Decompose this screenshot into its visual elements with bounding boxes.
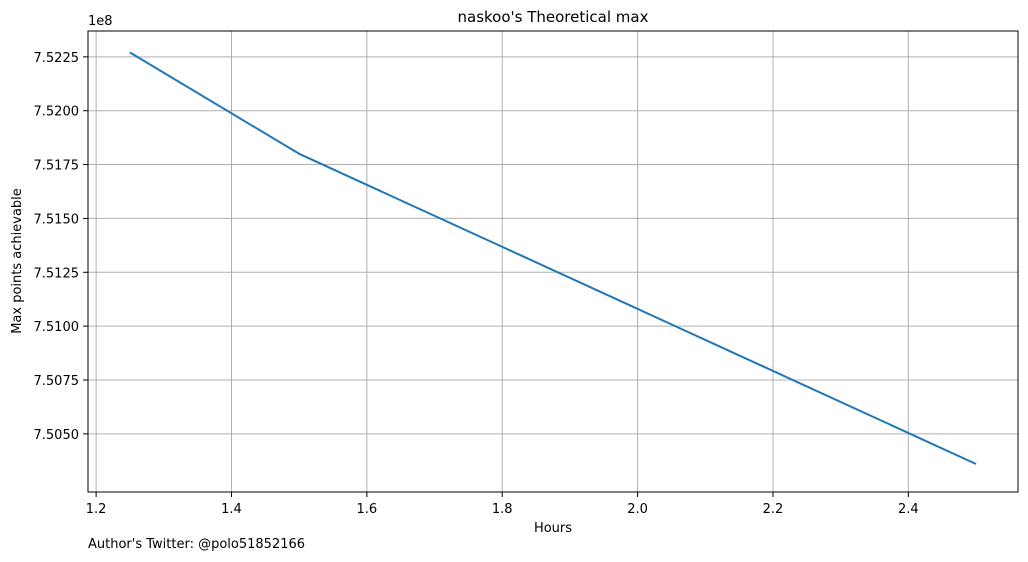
y-tick-label: 7.5200 [34,105,80,120]
author-credit: Author's Twitter: @polo51852166 [88,537,306,552]
y-tick-label: 7.5075 [34,374,80,389]
x-axis-label: Hours [534,521,572,536]
y-tick-label: 7.5225 [34,51,80,66]
y-axis-label: Max points achievable [10,188,25,334]
y-axis: 7.5050 7.5075 7.5100 7.5125 7.5150 7.5175 7.52… [34,51,88,443]
x-tick-label: 1.2 [86,502,107,517]
x-tick-label: 2.0 [627,502,648,517]
series-layer [129,51,977,465]
x-tick-label: 1.6 [357,502,378,517]
grid-lines [88,31,1018,492]
x-tick-label: 2.2 [763,502,784,517]
plot-frame [87,30,1019,493]
series-line [129,51,977,465]
x-tick-label: 1.4 [221,502,242,517]
x-tick-label: 2.4 [898,502,919,517]
y-tick-label: 7.5125 [34,266,80,281]
y-tick-label: 7.5100 [34,320,80,335]
y-axis-offset-label: 1e8 [88,14,113,29]
y-tick-label: 7.5150 [34,212,80,227]
chart-title: naskoo's Theoretical max [458,8,649,26]
x-tick-label: 1.8 [492,502,513,517]
x-axis: 1.2 1.4 1.6 1.8 2.0 2.2 2.4 [86,492,919,517]
y-tick-label: 7.5175 [34,159,80,174]
y-tick-label: 7.5050 [34,428,80,443]
